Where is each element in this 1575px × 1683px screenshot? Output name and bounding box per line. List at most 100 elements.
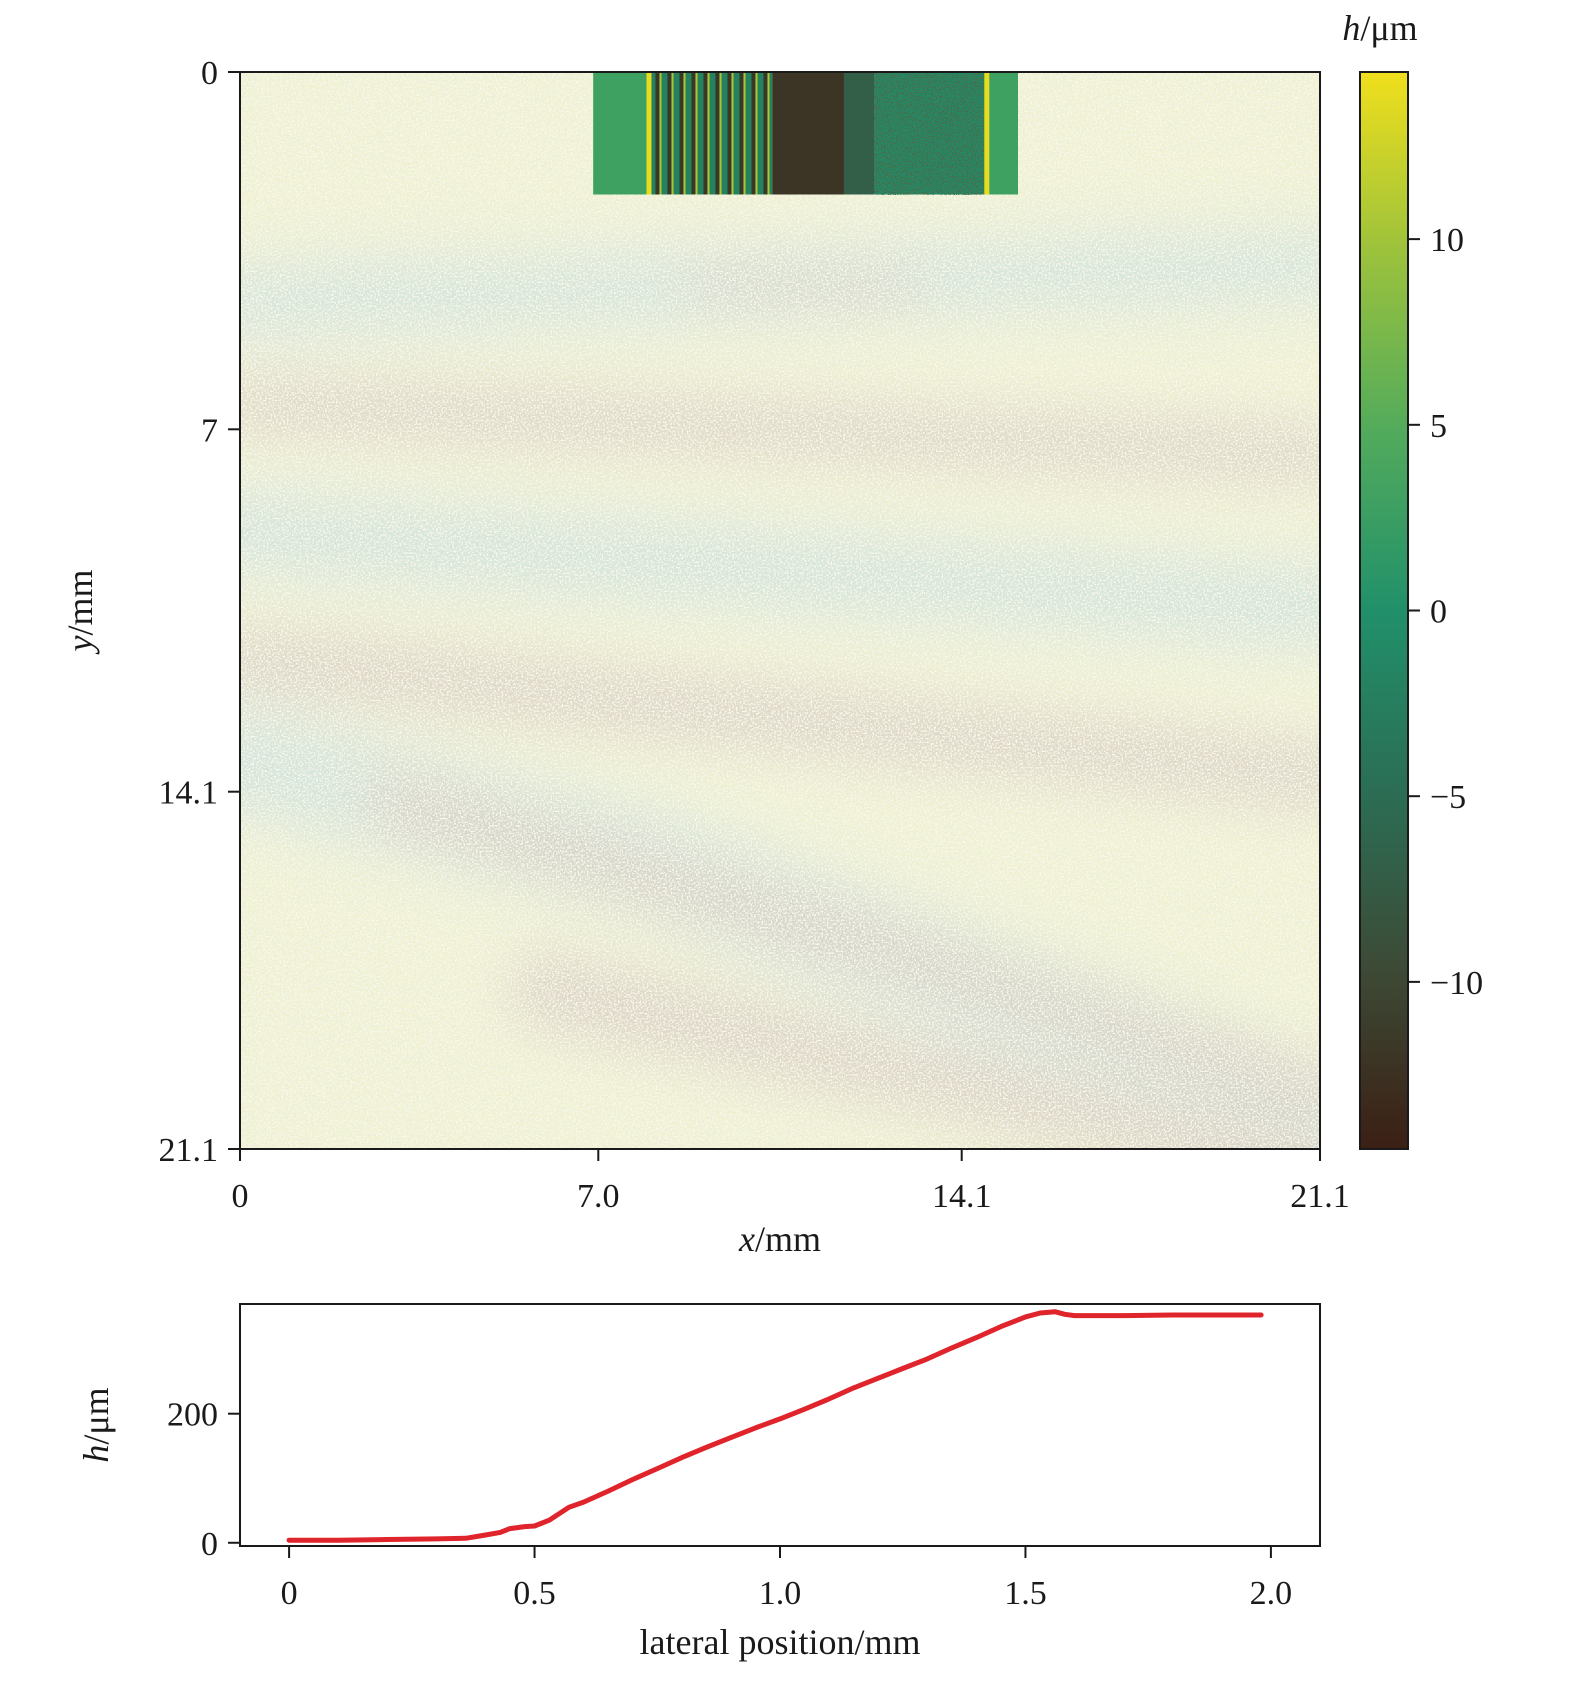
- profile-point-28: [974, 1335, 979, 1340]
- profile-point-6: [497, 1530, 503, 1535]
- profile-x-tick-label-2: 1.0: [759, 1575, 802, 1612]
- profile-point-24: [875, 1376, 881, 1381]
- profile-plot-frame: [239, 1303, 1321, 1547]
- inset-stripe-light-1: [671, 72, 674, 195]
- profile-point-4: [463, 1536, 469, 1541]
- inset-stripe-dark-8: [751, 72, 756, 195]
- profile-point-37: [1219, 1312, 1225, 1318]
- profile-point-36: [1170, 1312, 1175, 1318]
- inset-stripe-dark-6: [727, 72, 732, 195]
- inset-edge-1: [984, 72, 990, 195]
- profile-y-axis-var: h: [76, 1445, 116, 1463]
- profile-point-19: [753, 1425, 758, 1431]
- height-map-y-ticks: 0 7 14.1 21.1: [159, 55, 240, 1169]
- height-map-x-tick-label-1: 7.0: [577, 1178, 620, 1215]
- profile-y-axis-unit: /μm: [76, 1387, 116, 1444]
- profile-point-23: [851, 1385, 856, 1391]
- profile-point-1: [335, 1537, 341, 1543]
- inset-speckle: [874, 72, 988, 195]
- profile-point-38: [1258, 1312, 1264, 1318]
- profile-point-21: [802, 1406, 807, 1412]
- profile-point-32: [1052, 1309, 1058, 1314]
- colorbar-tick-label-3: −5: [1430, 779, 1466, 816]
- profile-point-8: [522, 1524, 527, 1529]
- profile-x-tick-label-4: 2.0: [1250, 1575, 1293, 1612]
- inset-stripe-dark-3: [691, 72, 696, 195]
- inset-stripe-dark-4: [703, 72, 708, 195]
- profile-point-15: [655, 1466, 660, 1471]
- colorbar-gradient: [1359, 71, 1409, 1150]
- inset-stripe-dark-1: [667, 72, 672, 195]
- height-map-x-axis-var: x: [738, 1219, 755, 1259]
- profile-y-tick-label-1: 200: [167, 1397, 218, 1434]
- profile-point-12: [581, 1499, 586, 1505]
- colorbar-label-var: h: [1342, 8, 1360, 48]
- colorbar-tick-label-2: 0: [1430, 594, 1447, 631]
- profile-x-tick-label-1: 0.5: [513, 1575, 556, 1612]
- colorbar-label-unit: /μm: [1360, 8, 1417, 48]
- profile-point-18: [728, 1435, 734, 1440]
- colorbar: 10 5 0 −5 −10 h/μm: [1342, 8, 1483, 1150]
- colorbar-tick-label-1: 5: [1430, 408, 1447, 445]
- inset-stripe-dark-9: [763, 72, 768, 195]
- inset-stripe-light-9: [767, 72, 770, 195]
- inset-column-3: [843, 72, 875, 195]
- profile-point-7: [507, 1526, 513, 1531]
- height-map-speckle-dark: [240, 72, 1320, 1149]
- profile-point-13: [605, 1488, 611, 1494]
- colorbar-tick-label-0: 10: [1430, 222, 1464, 259]
- profile-point-29: [998, 1324, 1004, 1329]
- inset-column-5: [987, 72, 1019, 195]
- inset-stripe-dark-2: [679, 72, 684, 195]
- profile-point-14: [630, 1477, 635, 1482]
- inset-column-2: [772, 72, 844, 195]
- height-map-x-tick-label-2: 14.1: [932, 1178, 992, 1215]
- profile-series-points: [286, 1309, 1264, 1543]
- inset-column-0: [593, 72, 650, 195]
- profile-series-line: [286, 1309, 1264, 1543]
- height-map-frame: [239, 71, 1321, 1150]
- height-map-chart: 0 7.0 14.1 21.1 0 7 14.1 21.1 x/mm y/mm: [60, 55, 1350, 1259]
- profile-point-17: [704, 1445, 709, 1450]
- profile-point-0: [286, 1537, 292, 1543]
- inset-stripe-dark-5: [715, 72, 720, 195]
- profile-point-10: [547, 1517, 552, 1523]
- profile-y-tick-label-0: 0: [201, 1526, 218, 1563]
- colorbar-tick-label-4: −10: [1430, 965, 1483, 1002]
- scan-region-inset: [593, 72, 1019, 195]
- inset-stripe-dark-7: [739, 72, 744, 195]
- profile-point-3: [434, 1536, 439, 1542]
- inset-stripe-light-8: [755, 72, 758, 195]
- profile-point-5: [483, 1532, 488, 1538]
- height-map-y-axis-var: y: [60, 636, 100, 655]
- height-map-x-axis-label: x/mm: [738, 1219, 821, 1259]
- height-map-x-ticks: 0 7.0 14.1 21.1: [232, 1149, 1350, 1215]
- profile-point-11: [566, 1505, 572, 1510]
- inset-stripe-light-4: [707, 72, 710, 195]
- height-map-y-tick-label-0: 0: [201, 55, 218, 92]
- inset-stripe-light-2: [683, 72, 686, 195]
- profile-point-34: [1072, 1313, 1077, 1318]
- colorbar-label: h/μm: [1342, 8, 1417, 48]
- profile-point-20: [777, 1416, 783, 1422]
- profile-point-30: [1023, 1314, 1028, 1320]
- profile-x-axis-label: lateral position/mm: [640, 1622, 921, 1662]
- height-map-x-axis-unit: /mm: [755, 1219, 821, 1259]
- profile-point-25: [900, 1366, 905, 1371]
- height-map-x-tick-label-0: 0: [232, 1178, 249, 1215]
- profile-y-axis-label: h/μm: [76, 1387, 116, 1462]
- height-map-x-tick-label-3: 21.1: [1290, 1178, 1350, 1215]
- profile-point-9: [532, 1523, 537, 1529]
- inset-stripe-light-6: [731, 72, 734, 195]
- inset-stripe-light-7: [743, 72, 746, 195]
- inset-stripe-light-5: [719, 72, 722, 195]
- height-map-y-tick-label-2: 14.1: [159, 775, 219, 812]
- inset-stripe-light-3: [695, 72, 698, 195]
- profile-point-33: [1062, 1312, 1067, 1317]
- profile-point-26: [925, 1356, 930, 1362]
- profile-point-22: [826, 1396, 832, 1402]
- colorbar-ticks: 10 5 0 −5 −10: [1408, 222, 1483, 1002]
- inset-stripe-dark-0: [655, 72, 660, 195]
- height-map-y-tick-label-1: 7: [201, 412, 218, 449]
